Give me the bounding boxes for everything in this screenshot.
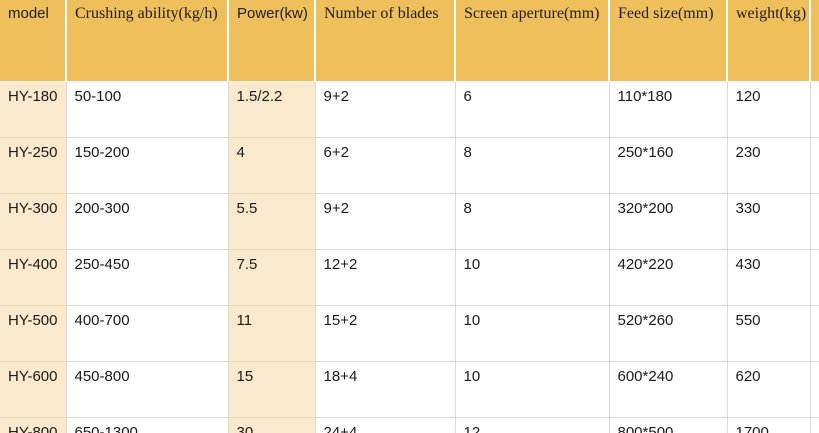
table-row: HY-400 250-450 7.5 12+2 10 420*220 430 [0,249,819,306]
header-cell-stub [809,0,819,82]
cell-weight: 230 [726,137,811,194]
cell-stub [809,81,819,138]
cell-stub [809,193,819,250]
table-row: HY-800 650-1300 30 24+4 12 800*500 1700 [0,417,819,433]
cell-power: 4 [227,137,316,194]
cell-crushing: 400-700 [65,305,229,362]
cell-model: HY-600 [0,361,67,418]
cell-weight: 330 [726,193,811,250]
cell-crushing: 200-300 [65,193,229,250]
cell-stub [809,417,819,433]
cell-weight: 620 [726,361,811,418]
header-cell-crushing: Crushing ability(kg/h) [65,0,228,82]
table-row: HY-500 400-700 11 15+2 10 520*260 550 [0,305,819,362]
cell-blades: 6+2 [314,137,456,194]
header-cell-feed: Feed size(mm) [608,0,727,82]
cell-feed: 110*180 [608,81,728,138]
cell-blades: 15+2 [314,305,456,362]
cell-model: HY-500 [0,305,67,362]
cell-screen: 12 [454,417,610,433]
cell-feed: 320*200 [608,193,728,250]
cell-power: 1.5/2.2 [227,81,316,138]
cell-blades: 18+4 [314,361,456,418]
table-row: HY-250 150-200 4 6+2 8 250*160 230 [0,137,819,194]
cell-crushing: 450-800 [65,361,229,418]
cell-power: 5.5 [227,193,316,250]
header-cell-model: model [0,0,66,82]
cell-weight: 430 [726,249,811,306]
cell-blades: 9+2 [314,81,456,138]
cell-blades: 12+2 [314,249,456,306]
cell-crushing: 150-200 [65,137,229,194]
cell-crushing: 250-450 [65,249,229,306]
cell-model: HY-400 [0,249,67,306]
cell-weight: 120 [726,81,811,138]
cell-screen: 6 [454,81,610,138]
cell-feed: 250*160 [608,137,728,194]
header-cell-weight: weight(kg) [726,0,810,82]
cell-stub [809,361,819,418]
cell-power: 30 [227,417,316,433]
cell-model: HY-180 [0,81,67,138]
header-cell-blades: Number of blades [314,0,455,82]
cell-screen: 10 [454,361,610,418]
cell-weight: 550 [726,305,811,362]
cell-model: HY-250 [0,137,67,194]
cell-screen: 8 [454,193,610,250]
header-row: model Crushing ability(kg/h) Power(kw) N… [0,0,819,82]
cell-feed: 600*240 [608,361,728,418]
cell-blades: 9+2 [314,193,456,250]
table-row: HY-300 200-300 5.5 9+2 8 320*200 330 [0,193,819,250]
cell-blades: 24+4 [314,417,456,433]
cell-power: 11 [227,305,316,362]
cell-stub [809,249,819,306]
table-row: HY-180 50-100 1.5/2.2 9+2 6 110*180 120 [0,81,819,138]
cell-screen: 10 [454,249,610,306]
cell-model: HY-300 [0,193,67,250]
table-row: HY-600 450-800 15 18+4 10 600*240 620 [0,361,819,418]
header-cell-screen: Screen aperture(mm) [454,0,609,82]
cell-screen: 8 [454,137,610,194]
cell-stub [809,137,819,194]
header-cell-power: Power(kw) [227,0,315,82]
cell-feed: 520*260 [608,305,728,362]
cell-model: HY-800 [0,417,67,433]
cell-crushing: 650-1300 [65,417,229,433]
cell-crushing: 50-100 [65,81,229,138]
cell-power: 15 [227,361,316,418]
cell-feed: 420*220 [608,249,728,306]
cell-screen: 10 [454,305,610,362]
cell-feed: 800*500 [608,417,728,433]
cell-power: 7.5 [227,249,316,306]
cell-stub [809,305,819,362]
cell-weight: 1700 [726,417,811,433]
